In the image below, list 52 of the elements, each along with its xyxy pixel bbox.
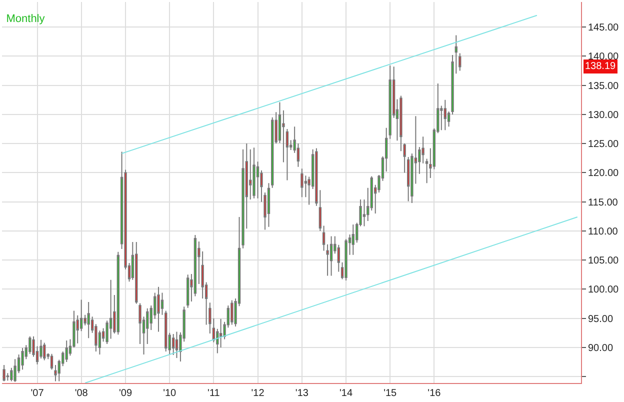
candlestick: [175, 331, 178, 358]
candlestick: [252, 147, 256, 199]
text: Monthly: [6, 12, 46, 25]
candlestick: [14, 358, 16, 382]
x-tick-label: '14: [339, 388, 353, 399]
y-tick-label: 130.00: [588, 110, 620, 121]
candlestick: [267, 182, 270, 228]
x-tick-label: '16: [428, 388, 442, 399]
candlestick: [157, 286, 160, 332]
candlestick: [352, 224, 354, 256]
candlestick: [50, 353, 54, 370]
x-tick-label: '13: [295, 388, 309, 399]
candlestick: [330, 236, 333, 276]
y-tick-label: 140.00: [588, 52, 620, 63]
candlestick: [403, 143, 406, 174]
candlestick: [186, 274, 190, 308]
candlestick: [444, 99, 446, 131]
x-tick-label: '09: [119, 388, 132, 399]
y-tick-label: 90.00: [588, 342, 614, 354]
candlestick: [172, 334, 175, 356]
candlestick: [388, 65, 392, 140]
candlestick: [458, 52, 462, 72]
y-tick-label: 105.00: [588, 256, 620, 267]
candlestick: [407, 156, 410, 202]
y-tick-label: 115.00: [588, 197, 618, 208]
candlestick: [135, 242, 138, 304]
candlestick: [164, 310, 168, 352]
candlestick: [230, 300, 234, 326]
x-tick-label: '10: [163, 388, 177, 399]
x-tick-label: '08: [74, 388, 88, 399]
candlestick: [65, 340, 68, 363]
y-tick-label: 145.00: [588, 22, 620, 34]
candlestick: [87, 302, 90, 339]
y-tick-label: 110.00: [588, 226, 618, 238]
candlestick: [21, 348, 24, 370]
y-tick-label: 95.00: [588, 314, 614, 325]
candlestick: [43, 342, 46, 361]
y-tick-label: 100.00: [588, 284, 620, 296]
x-tick-label: '07: [30, 388, 44, 399]
y-tick-label: 125.00: [588, 139, 620, 150]
x-tick-label: '11: [208, 388, 220, 399]
x-tick-label: '12: [251, 388, 265, 399]
y-tick-label: 135.00: [588, 80, 620, 92]
annotation: 138.19: [585, 61, 616, 72]
candlestick: [300, 168, 304, 198]
y-tick-label: 120.00: [588, 168, 620, 180]
candlestick: [400, 95, 402, 152]
candlestick: [116, 251, 120, 336]
candlestick: [344, 238, 348, 281]
candlestick: [286, 128, 289, 181]
x-tick-label: '15: [384, 388, 398, 399]
candlestick: [2, 364, 6, 382]
